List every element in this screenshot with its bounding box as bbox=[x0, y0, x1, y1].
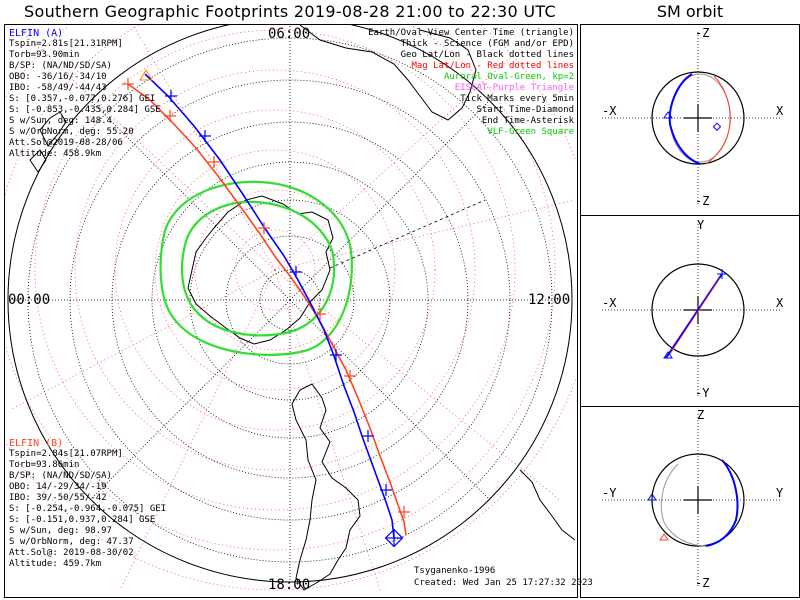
elfin-b-line: S w/Sun, deg: 98.97 bbox=[9, 526, 112, 536]
legend: Earth/Oval View Center Time (triangle) T… bbox=[368, 28, 574, 138]
hour-label-right: 12:00 bbox=[528, 292, 571, 308]
sm3-bottom-label: -Z bbox=[695, 576, 710, 590]
elfin-a-line: S: [0.357,-0.077,0.276] GEI bbox=[9, 94, 156, 104]
legend-item: VLF-Green Square bbox=[487, 127, 574, 137]
sm-orbit-panels bbox=[602, 32, 780, 586]
legend-item: Earth/Oval View Center Time (triangle) bbox=[368, 28, 574, 38]
elfin-b-line: B/SP: (NA/ND/SD/SA) bbox=[9, 471, 112, 481]
legend-item: Thick - Science (FGM and/or EPD) bbox=[400, 39, 574, 49]
auroral-oval-outer bbox=[159, 180, 353, 356]
sm-panel-1 bbox=[602, 32, 780, 204]
elfin-b-line: S: [-0.254,-0.964,-0.075] GEI bbox=[9, 504, 167, 514]
elfin-a-line: OBO: -36/16/-34/10 bbox=[9, 72, 107, 82]
elfin-b-info: ELFIN (B) Tspin=2.84s[21.07RPM] Torb=93.… bbox=[9, 438, 166, 570]
elfin-b-name: ELFIN (B) bbox=[9, 438, 64, 449]
hour-label-left: 00:00 bbox=[8, 292, 51, 308]
legend-item: Mag Lat/Lon - Red dotted lines bbox=[411, 61, 574, 71]
elfin-b-line: IBO: 39/-50/55/-42 bbox=[9, 493, 107, 503]
sm-panel-3 bbox=[602, 414, 780, 586]
elfin-a-end-marker bbox=[384, 528, 404, 548]
sm3-top-label: Z bbox=[697, 408, 705, 422]
south-america-landmass bbox=[291, 383, 361, 591]
elfin-b-line: S w/OrbNorm, deg: 47.37 bbox=[9, 537, 134, 547]
sm-panel-2 bbox=[602, 224, 780, 396]
elfin-b-line: Torb=93.86min bbox=[9, 460, 80, 470]
elfin-b-line: Altitude: 459.7km bbox=[9, 559, 102, 569]
elfin-a-track bbox=[144, 73, 395, 539]
elfin-b-ticks bbox=[122, 78, 410, 518]
legend-item: Tick Marks every 5min bbox=[460, 94, 574, 104]
sm2-left-label: -X bbox=[602, 296, 617, 310]
auroral-oval-inner bbox=[180, 200, 336, 337]
sm1-left-label: -X bbox=[602, 104, 617, 118]
sm2-top-label: Y bbox=[697, 218, 705, 232]
elfin-a-name: ELFIN (A) bbox=[9, 28, 64, 39]
elfin-a-line: Altitude: 458.9km bbox=[9, 149, 102, 159]
elfin-a-line: B/SP: (NA/ND/SD/SA) bbox=[9, 61, 112, 71]
elfin-b-line: OBO: 14/-29/34/-19 bbox=[9, 482, 107, 492]
created-label: Created: Wed Jan 25 17:27:32 2023 bbox=[414, 578, 593, 588]
elfin-b-line: Tspin=2.84s[21.07RPM] bbox=[9, 449, 123, 459]
elfin-a-line: S w/Sun, deg: 148.4 bbox=[9, 116, 112, 126]
globe-rim bbox=[7, 25, 573, 583]
sm3-right-label: Y bbox=[776, 486, 784, 500]
legend-item: Geo Lat/Lon - Black dotted lines bbox=[400, 50, 574, 60]
legend-item: Start Time-Diamond bbox=[476, 105, 574, 115]
view-center-line bbox=[329, 199, 486, 269]
sm-orbit-title: SM orbit bbox=[656, 2, 724, 21]
hour-label-bottom: 18:00 bbox=[268, 577, 311, 593]
elfin-a-line: IBO: -58/49/-44/43 bbox=[9, 83, 107, 93]
sm3-left-label: -Y bbox=[602, 486, 617, 500]
elfin-b-line: Att.Sol@: 2019-08-30/02 bbox=[9, 548, 134, 558]
elfin-a-line: Tspin=2.81s[21.31RPM] bbox=[9, 39, 123, 49]
elfin-a-line: S w/OrbNorm, deg: 55.20 bbox=[9, 127, 134, 137]
antarctica-landmass bbox=[187, 195, 334, 345]
sm1-bottom-label: -Z bbox=[695, 194, 710, 208]
model-label: Tsyganenko-1996 bbox=[414, 566, 496, 576]
elfin-a-line: S: [-0.853,-0.435,0.284] GSE bbox=[9, 105, 161, 115]
legend-item: End Time-Asterisk bbox=[481, 116, 574, 126]
sm2-right-label: X bbox=[776, 296, 784, 310]
new-zealand-landmass bbox=[29, 111, 67, 173]
legend-item: Auroral Oval-Green, kp=2 bbox=[443, 72, 574, 82]
elfin-a-info: ELFIN (A) Tspin=2.81s[21.31RPM] Torb=93.… bbox=[9, 28, 161, 160]
elfin-a-ticks bbox=[165, 90, 392, 496]
sm1-top-label: -Z bbox=[695, 26, 710, 40]
elfin-a-line: Att.Sol@2019-08-28/06 bbox=[9, 138, 123, 148]
sm1-right-label: X bbox=[776, 104, 784, 118]
sm2-bottom-label: -Y bbox=[695, 386, 710, 400]
elfin-b-track bbox=[127, 83, 407, 536]
mag-latlon-grid bbox=[5, 25, 576, 591]
map-frame bbox=[4, 24, 578, 598]
africa-landmass bbox=[519, 469, 576, 541]
elfin-a-start-triangle bbox=[139, 69, 153, 81]
map-title: Southern Geographic Footprints 2019-08-2… bbox=[24, 2, 556, 21]
legend-item: EISCAT-Purple Triangle bbox=[454, 83, 574, 93]
elfin-a-line: Torb=93.90min bbox=[9, 50, 80, 60]
australia-landmass bbox=[299, 25, 477, 121]
elfin-b-line: S: [-0.151,0.937,0.284] GSE bbox=[9, 515, 156, 525]
hour-label-top: 06:00 bbox=[268, 26, 311, 42]
